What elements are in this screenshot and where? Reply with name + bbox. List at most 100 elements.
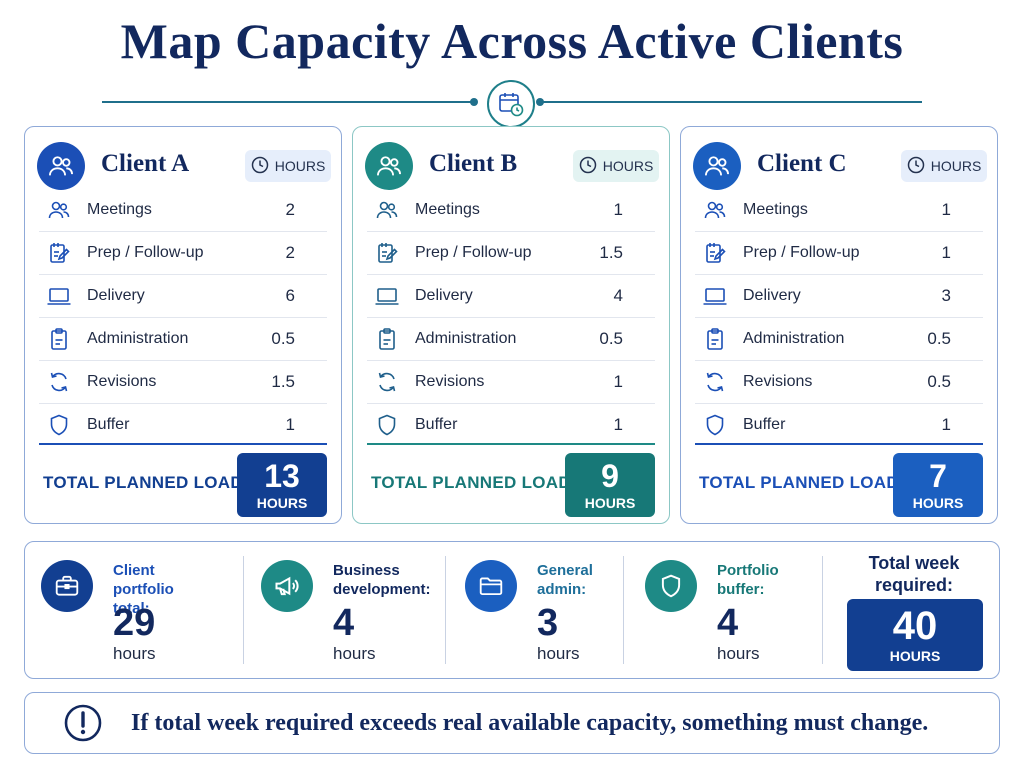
activity-row: Buffer 1 xyxy=(39,404,327,446)
activity-row: Buffer 1 xyxy=(695,404,983,446)
total-planned-load-value: 13 xyxy=(264,457,300,494)
activity-list: Meetings 2 Prep / Follow-up 2 Delivery 6… xyxy=(39,189,327,446)
users-icon xyxy=(39,198,79,222)
activity-label: Meetings xyxy=(743,201,808,218)
hours-tag-label: HOURS xyxy=(274,158,326,174)
summary-divider xyxy=(623,556,624,664)
client-name: Client C xyxy=(757,150,847,177)
summary-label-line1: Client xyxy=(113,562,155,579)
shield-icon xyxy=(695,413,735,437)
activity-label: Delivery xyxy=(743,287,801,304)
total-planned-load-label: TOTAL PLANNED LOAD xyxy=(43,473,243,492)
activity-label: Buffer xyxy=(743,416,786,433)
refresh-icon xyxy=(695,370,735,394)
summary-label-line2: development: xyxy=(333,581,431,598)
activity-label: Revisions xyxy=(743,373,813,390)
activity-row: Administration 0.5 xyxy=(39,318,327,361)
hours-tag-label: HOURS xyxy=(602,158,654,174)
activity-label: Delivery xyxy=(415,287,473,304)
activity-label: Administration xyxy=(87,330,189,347)
total-week-label-line2: required: xyxy=(874,575,953,595)
activity-row: Administration 0.5 xyxy=(367,318,655,361)
summary-item-unit: hours xyxy=(717,644,760,663)
folder-icon xyxy=(465,560,517,612)
activity-label: Buffer xyxy=(415,416,458,433)
total-week-unit: HOURS xyxy=(889,648,941,664)
activity-hours: 6 xyxy=(285,286,295,305)
activity-hours: 1.5 xyxy=(271,372,295,391)
activity-list: Meetings 1 Prep / Follow-up 1 Delivery 3… xyxy=(695,189,983,446)
calendar-clock-icon xyxy=(487,80,535,128)
total-planned-load-value: 9 xyxy=(601,457,619,494)
activity-hours: 0.5 xyxy=(927,372,951,391)
activity-label: Meetings xyxy=(415,201,480,218)
clock-icon xyxy=(907,156,925,177)
page-title: Map Capacity Across Active Clients xyxy=(120,13,904,69)
shield-icon xyxy=(39,413,79,437)
total-separator xyxy=(695,443,983,445)
total-planned-load-label: TOTAL PLANNED LOAD xyxy=(371,473,571,492)
client-card-header: Client A HOURS xyxy=(37,140,331,190)
activity-hours: 1 xyxy=(941,243,951,262)
summary-divider xyxy=(445,556,446,664)
total-week-box: 40 HOURS xyxy=(847,599,983,671)
activity-row: Revisions 1 xyxy=(367,361,655,404)
activity-row: Prep / Follow-up 1.5 xyxy=(367,232,655,275)
client-card-header: Client C HOURS xyxy=(693,140,987,190)
users-icon xyxy=(367,198,407,222)
summary-divider xyxy=(243,556,244,664)
activity-hours: 0.5 xyxy=(927,329,951,348)
activity-hours: 1 xyxy=(941,415,951,434)
summary-item-value: 29 xyxy=(113,602,156,644)
hours-tag-label: HOURS xyxy=(930,158,982,174)
activity-label: Delivery xyxy=(87,287,145,304)
summary-item-label: Portfolio buffer: xyxy=(717,561,779,599)
refresh-icon xyxy=(39,370,79,394)
summary-label-line1: Business xyxy=(333,562,400,579)
activity-hours: 1 xyxy=(941,200,951,219)
shield-icon xyxy=(645,560,697,612)
briefcase-icon xyxy=(41,560,93,612)
clipboard-icon xyxy=(39,327,79,351)
activity-row: Delivery 4 xyxy=(367,275,655,318)
refresh-icon xyxy=(367,370,407,394)
client-card-header: Client B HOURS xyxy=(365,140,659,190)
clock-icon xyxy=(251,156,269,177)
activity-row: Prep / Follow-up 1 xyxy=(695,232,983,275)
activity-hours: 1 xyxy=(285,415,295,434)
client-card: Client A HOURS Meetings 2 Prep / Follow-… xyxy=(24,126,342,524)
notepad-edit-icon xyxy=(695,241,735,265)
activity-row: Meetings 1 xyxy=(367,189,655,232)
summary-item-unit: hours xyxy=(113,644,156,663)
laptop-icon xyxy=(695,284,735,308)
activity-hours: 4 xyxy=(613,286,623,305)
activity-row: Prep / Follow-up 2 xyxy=(39,232,327,275)
activity-row: Revisions 0.5 xyxy=(695,361,983,404)
total-planned-load-box: 9 HOURS xyxy=(565,453,655,517)
total-planned-load-unit: HOURS xyxy=(256,494,308,511)
total-separator xyxy=(367,443,655,445)
title-divider-right xyxy=(542,101,922,103)
activity-row: Meetings 1 xyxy=(695,189,983,232)
activity-row: Delivery 3 xyxy=(695,275,983,318)
client-name: Client B xyxy=(429,150,518,177)
hours-tag: HOURS xyxy=(573,150,659,182)
clipboard-icon xyxy=(367,327,407,351)
activity-row: Meetings 2 xyxy=(39,189,327,232)
activity-hours: 1 xyxy=(613,372,623,391)
activity-label: Meetings xyxy=(87,201,152,218)
client-group-icon xyxy=(37,142,85,190)
notepad-edit-icon xyxy=(39,241,79,265)
total-week-label: Total week required: xyxy=(845,552,983,596)
activity-hours: 3 xyxy=(941,286,951,305)
total-planned-load-box: 13 HOURS xyxy=(237,453,327,517)
client-card: Client B HOURS Meetings 1 Prep / Follow-… xyxy=(352,126,670,524)
activity-row: Administration 0.5 xyxy=(695,318,983,361)
total-separator xyxy=(39,443,327,445)
total-planned-load-box: 7 HOURS xyxy=(893,453,983,517)
megaphone-icon xyxy=(261,560,313,612)
client-group-icon xyxy=(365,142,413,190)
client-name: Client A xyxy=(101,150,190,177)
activity-label: Administration xyxy=(415,330,517,347)
activity-hours: 1 xyxy=(613,415,623,434)
